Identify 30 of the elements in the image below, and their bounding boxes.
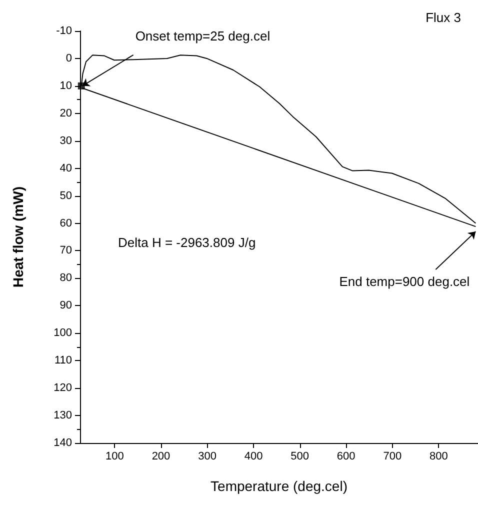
annotation: End temp=900 deg.cel <box>339 274 470 290</box>
x-tick-label: 700 <box>383 450 402 462</box>
y-tick-label: 0 <box>66 52 72 64</box>
y-tick-label: 70 <box>60 244 72 257</box>
y-tick-label: 120 <box>54 382 72 394</box>
x-tick-label: 800 <box>429 450 448 462</box>
y-tick-label: -10 <box>56 25 72 37</box>
x-axis-title: Temperature (deg.cel) <box>210 478 348 494</box>
x-tick-label: 500 <box>290 450 310 462</box>
x-tick-label: 400 <box>244 450 263 462</box>
chart-title: Flux 3 <box>426 10 462 25</box>
y-tick-label: 140 <box>54 437 72 449</box>
y-tick-label: 80 <box>60 272 72 284</box>
annotation: Delta H = -2963.809 J/g <box>118 235 256 250</box>
y-tick-label: 30 <box>60 134 72 147</box>
y-axis-title: Heat flow (mW) <box>10 186 26 288</box>
y-tick-label: 50 <box>60 190 72 202</box>
x-tick-label: 200 <box>152 450 170 462</box>
y-tick-label: 130 <box>54 410 72 422</box>
y-tick-label: 60 <box>60 217 72 230</box>
x-tick-label: 100 <box>106 450 124 462</box>
y-tick-label: 110 <box>54 354 72 367</box>
y-tick-label: 10 <box>60 80 72 92</box>
annotation: Onset temp=25 deg.cel <box>135 28 270 44</box>
y-tick-label: 100 <box>54 327 72 340</box>
x-tick-label: 600 <box>336 450 356 462</box>
y-tick-label: 90 <box>60 300 72 312</box>
y-tick-label: 20 <box>60 107 72 120</box>
y-tick-label: 40 <box>60 162 72 174</box>
x-tick-label: 300 <box>198 450 216 462</box>
